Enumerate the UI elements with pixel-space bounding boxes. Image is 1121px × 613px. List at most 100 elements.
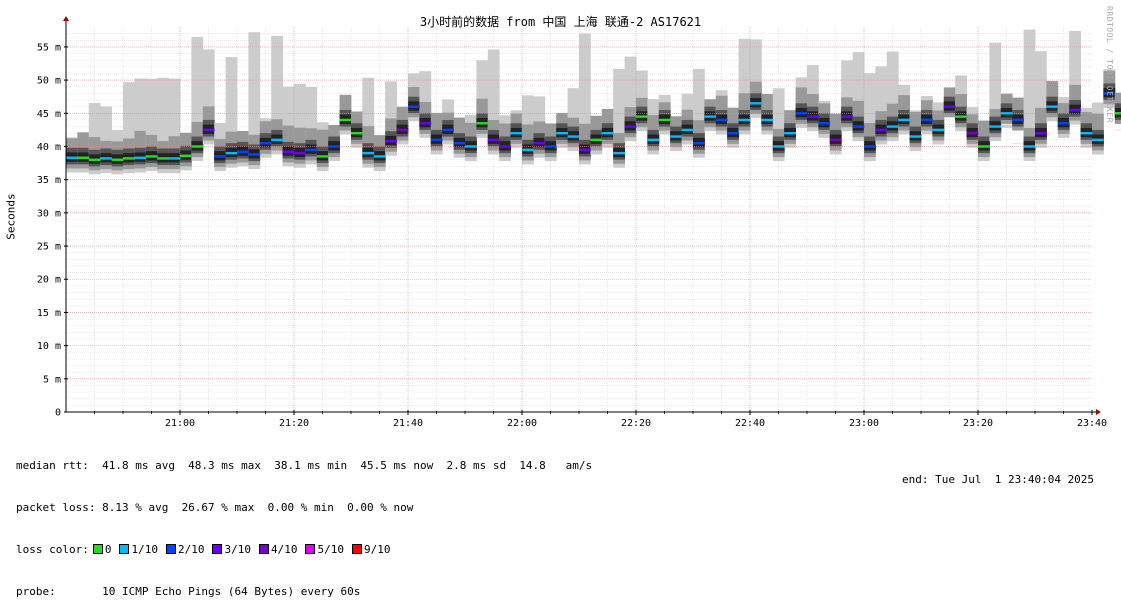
median-point bbox=[487, 138, 500, 142]
median-point bbox=[624, 125, 637, 128]
median-point bbox=[510, 132, 523, 135]
median-point bbox=[670, 135, 682, 138]
y-tick-label: 45 m bbox=[37, 109, 61, 120]
median-point bbox=[772, 145, 785, 148]
smokeping-chart: 0 5 m 10 m 15 m 20 m 25 m 30 m 35 m 40 m 45 m 50 m… bbox=[37, 16, 1121, 429]
median-point bbox=[647, 138, 660, 142]
loss-color-legend: loss color: 0 1/10 2/10 3/10 4/10 5/10 9/10 bbox=[16, 543, 592, 557]
median-point bbox=[453, 141, 466, 145]
median-point bbox=[601, 132, 614, 135]
median-point bbox=[465, 145, 477, 148]
loss-color-label-value: 2/10 bbox=[177, 543, 205, 556]
median-point bbox=[1046, 105, 1059, 108]
median-point bbox=[362, 151, 375, 155]
median-point bbox=[77, 156, 90, 159]
median-point bbox=[715, 118, 728, 122]
y-tick-label: 55 m bbox=[37, 42, 61, 53]
median-point bbox=[864, 145, 876, 148]
median-point bbox=[533, 141, 546, 145]
median-point bbox=[738, 118, 751, 122]
y-tick-label: 10 m bbox=[37, 341, 61, 352]
loss-legend-item: 1/10 bbox=[119, 543, 158, 556]
median-point bbox=[898, 118, 910, 122]
rrdtool-watermark: RRDTOOL / TOBI OETIKER bbox=[1105, 6, 1114, 123]
median-point bbox=[225, 151, 238, 155]
median-point bbox=[157, 157, 169, 160]
loss-color-label-value: 5/10 bbox=[317, 543, 344, 556]
median-point bbox=[134, 156, 147, 159]
loss-color-label-value: 9/10 bbox=[363, 543, 391, 556]
median-point bbox=[750, 102, 762, 105]
x-tick-label: 23:00 bbox=[849, 418, 879, 429]
median-point bbox=[1023, 145, 1036, 148]
median-point bbox=[567, 135, 580, 138]
median-point bbox=[807, 115, 819, 118]
y-tick-label: 15 m bbox=[37, 308, 61, 319]
median-point bbox=[168, 157, 181, 160]
median-point bbox=[727, 132, 739, 135]
median-point bbox=[579, 148, 591, 152]
y-tick-label: 0 bbox=[55, 408, 61, 419]
loss-color-swatch bbox=[165, 544, 176, 554]
median-point bbox=[989, 125, 1002, 128]
x-tick-label: 23:20 bbox=[963, 418, 993, 429]
x-tick-label: 22:20 bbox=[621, 418, 651, 429]
median-point bbox=[704, 115, 717, 118]
chart-title: 3小时前的数据 from 中国 上海 联通-2 AS17621 bbox=[419, 15, 702, 29]
stats-legend: median rtt: 41.8 ms avg 48.3 ms max 38.1… bbox=[16, 431, 592, 613]
packet-loss-stats: packet loss: 8.13 % avg 26.67 % max 0.00… bbox=[16, 501, 414, 514]
median-point bbox=[1080, 132, 1093, 135]
loss-legend-item: 9/10 bbox=[351, 543, 391, 556]
y-tick-label: 25 m bbox=[37, 242, 61, 253]
median-point bbox=[1012, 118, 1024, 122]
loss-legend-item: 5/10 bbox=[305, 543, 344, 556]
loss-color-swatch bbox=[351, 544, 362, 554]
median-point bbox=[955, 115, 967, 118]
y-axis-label: Seconds bbox=[4, 193, 18, 240]
median-point bbox=[88, 158, 101, 161]
probe-info: probe: 10 ICMP Echo Pings (64 Bytes) eve… bbox=[16, 585, 361, 598]
median-point bbox=[202, 128, 215, 132]
loss-color-swatch bbox=[212, 544, 223, 554]
major-grid bbox=[66, 27, 1092, 412]
median-point bbox=[658, 118, 671, 122]
median-point bbox=[693, 141, 705, 145]
loss-color-swatch bbox=[119, 544, 130, 554]
median-point bbox=[316, 155, 329, 158]
median-point bbox=[191, 145, 204, 148]
x-tick-label: 21:40 bbox=[393, 418, 423, 429]
median-point bbox=[111, 158, 124, 161]
loss-legend-item: 2/10 bbox=[165, 543, 205, 556]
x-tick-label: 23:40 bbox=[1077, 418, 1107, 429]
loss-color-label-value: 0 bbox=[104, 543, 112, 556]
median-point bbox=[784, 132, 796, 135]
loss-legend-item: 4/10 bbox=[258, 543, 298, 556]
x-tick-label: 21:20 bbox=[279, 418, 309, 429]
loss-color-label-value: 3/10 bbox=[224, 543, 251, 556]
smoke-bands bbox=[66, 29, 1121, 175]
median-point bbox=[966, 132, 979, 135]
median-point bbox=[305, 148, 318, 152]
loss-legend-item: 0 bbox=[89, 543, 112, 556]
median-point bbox=[875, 128, 888, 132]
y-tick-label: 20 m bbox=[37, 275, 61, 286]
median-point bbox=[66, 156, 78, 159]
median-point bbox=[237, 150, 249, 153]
y-tick-label: 5 m bbox=[43, 374, 61, 385]
median-point bbox=[681, 128, 694, 132]
y-tick-label: 40 m bbox=[37, 142, 61, 153]
median-point bbox=[932, 128, 945, 132]
loss-legend-item: 3/10 bbox=[212, 543, 251, 556]
median-point bbox=[180, 154, 192, 157]
median-point bbox=[818, 122, 831, 125]
median-point bbox=[761, 118, 774, 122]
loss-color-label-value: 4/10 bbox=[270, 543, 298, 556]
median-point bbox=[339, 118, 352, 122]
median-point bbox=[373, 155, 386, 158]
median-point bbox=[1114, 112, 1121, 115]
median-point bbox=[943, 105, 956, 108]
median-point bbox=[1035, 132, 1047, 135]
median-point bbox=[248, 153, 261, 156]
x-tick-label: 21:00 bbox=[165, 418, 195, 429]
median-point bbox=[590, 138, 603, 142]
